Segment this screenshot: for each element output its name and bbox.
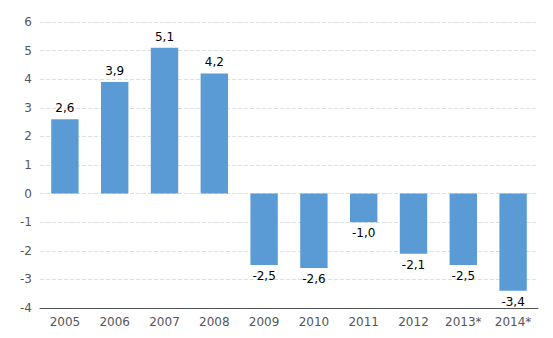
svg-text:-2,5: -2,5 — [452, 269, 475, 283]
svg-text:5,1: 5,1 — [155, 30, 174, 44]
svg-text:1: 1 — [24, 158, 32, 172]
svg-text:2012: 2012 — [398, 315, 429, 329]
svg-text:-2,6: -2,6 — [302, 272, 325, 286]
svg-text:2: 2 — [24, 129, 32, 143]
svg-text:5: 5 — [24, 44, 32, 58]
svg-text:2009: 2009 — [249, 315, 280, 329]
svg-text:6: 6 — [24, 15, 32, 29]
svg-text:4,2: 4,2 — [205, 55, 224, 69]
svg-text:2005: 2005 — [50, 315, 81, 329]
svg-text:2006: 2006 — [99, 315, 130, 329]
svg-text:0: 0 — [24, 187, 32, 201]
svg-text:-3: -3 — [20, 272, 32, 286]
svg-text:2013*: 2013* — [445, 315, 482, 329]
svg-text:2008: 2008 — [199, 315, 230, 329]
svg-text:-4: -4 — [20, 301, 32, 315]
svg-text:2011: 2011 — [348, 315, 379, 329]
svg-text:3,9: 3,9 — [105, 64, 124, 78]
svg-text:-1,0: -1,0 — [352, 226, 375, 240]
svg-text:2014*: 2014* — [495, 315, 532, 329]
svg-text:4: 4 — [24, 72, 32, 86]
svg-text:-2,5: -2,5 — [252, 269, 275, 283]
svg-text:-2,1: -2,1 — [402, 258, 425, 272]
svg-text:-3,4: -3,4 — [501, 295, 524, 309]
svg-text:2,6: 2,6 — [55, 101, 74, 115]
svg-text:3: 3 — [24, 101, 32, 115]
svg-text:2007: 2007 — [149, 315, 180, 329]
svg-text:-1: -1 — [20, 215, 32, 229]
svg-text:2010: 2010 — [299, 315, 330, 329]
svg-text:-2: -2 — [20, 244, 32, 258]
